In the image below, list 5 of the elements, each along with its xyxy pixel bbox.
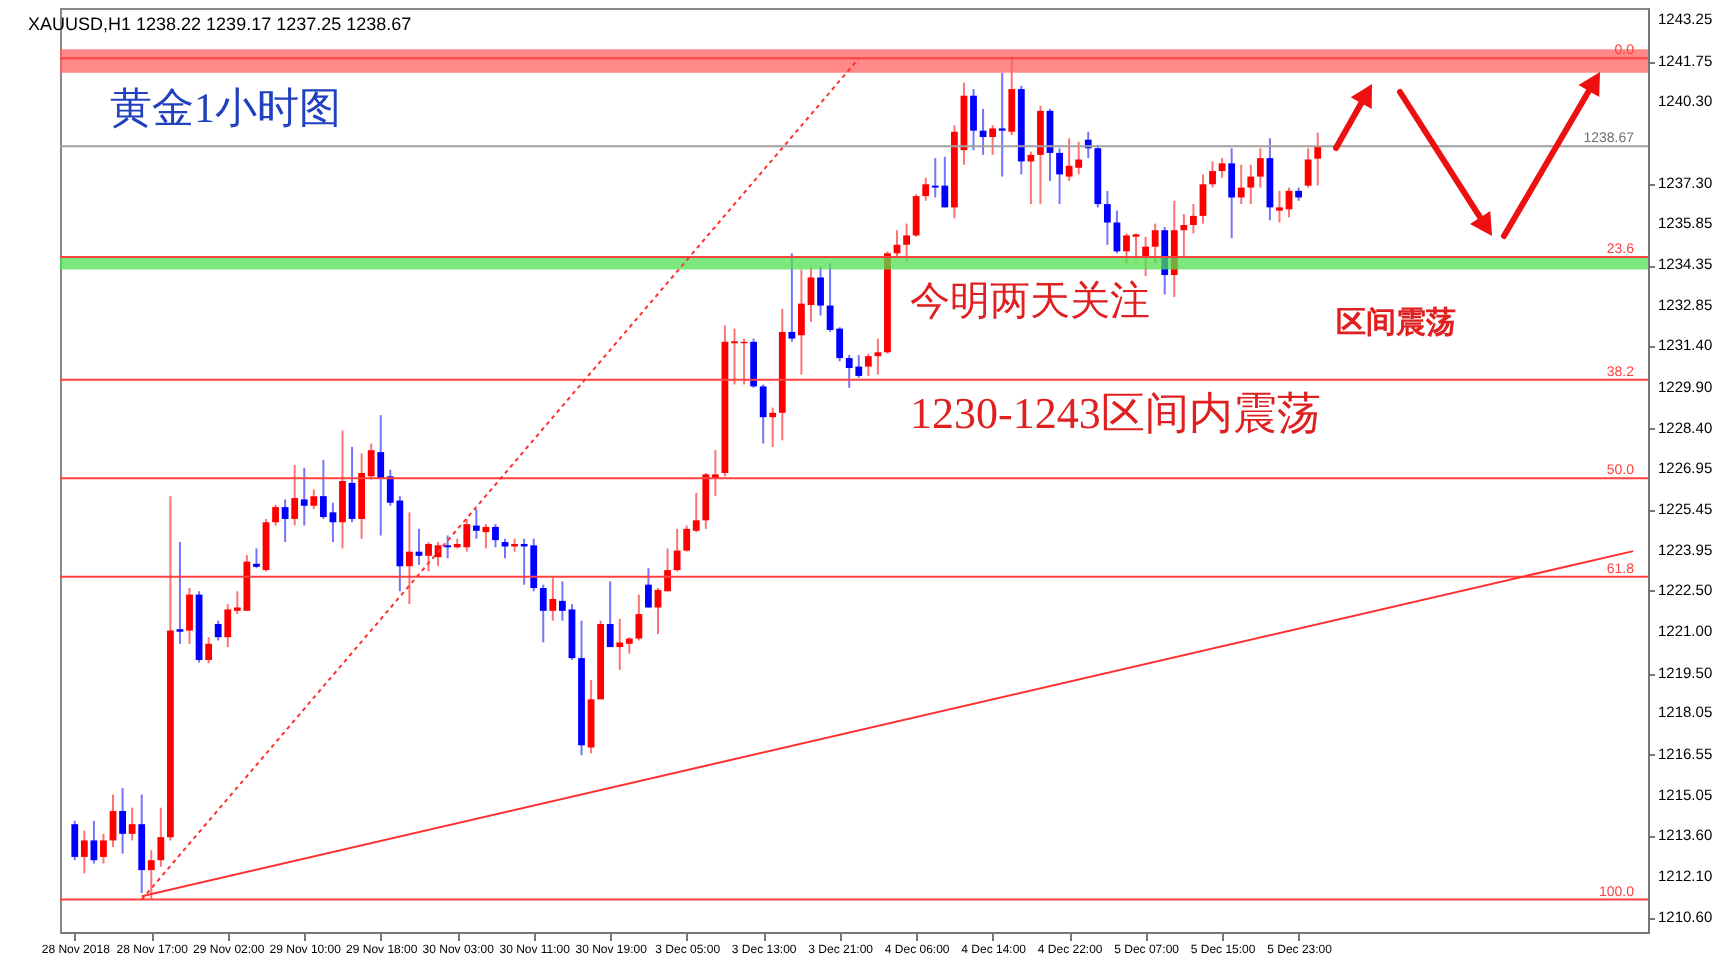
annotation: 今明两天关注 [910,278,1150,328]
chart-subtitle: XAUUSD,H1 1238.22 1239.17 1237.25 1238.67 [28,14,412,34]
annotation: 区间震荡 [1336,304,1456,342]
annotation: 1230-1243区间内震荡 [910,386,1321,442]
text: 黄金1小时图 [110,82,341,136]
